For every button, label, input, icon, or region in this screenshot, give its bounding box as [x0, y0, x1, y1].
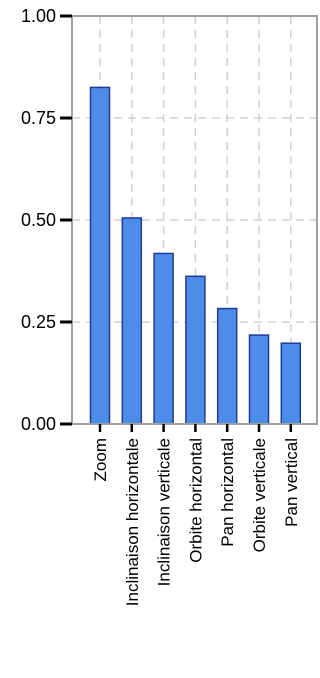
ytick-label-3: 0.75 — [21, 108, 56, 128]
bar-6 — [280, 342, 302, 425]
bar-0 — [89, 86, 111, 425]
axis-layer — [60, 14, 318, 432]
xtick-label-0: Zoom — [91, 438, 110, 481]
xtick-label-6: Pan vertical — [282, 438, 301, 527]
xtick-label-3: Orbite horizontal — [186, 438, 205, 563]
xtick-label-4: Pan horizontal — [218, 438, 237, 547]
bar-layer — [89, 86, 302, 425]
bar-3 — [185, 275, 206, 425]
xtick-label-1: Inclinaison horizontale — [123, 438, 142, 606]
bar-4 — [216, 307, 238, 425]
xtick-label-2: Inclinaison verticale — [155, 438, 174, 586]
bar-2 — [153, 252, 174, 425]
ytick-label-1: 0.25 — [21, 312, 56, 332]
ytick-label-2: 0.50 — [21, 210, 56, 230]
bar-5 — [248, 334, 270, 425]
label-layer: 0.00 0.25 0.50 0.75 1.00 Zoom Inclinaison hori… — [21, 6, 301, 606]
bar-1 — [121, 217, 143, 425]
ytick-label-4: 1.00 — [21, 6, 56, 26]
ytick-label-0: 0.00 — [21, 414, 56, 434]
xtick-label-5: Orbite verticale — [250, 438, 269, 552]
